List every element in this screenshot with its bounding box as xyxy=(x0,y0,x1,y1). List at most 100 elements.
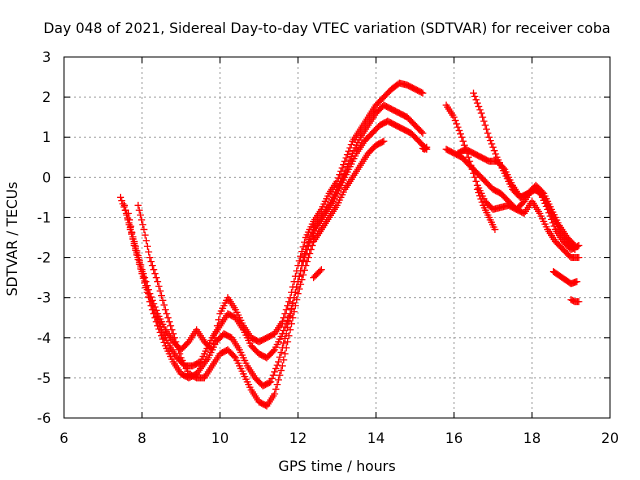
data-point xyxy=(284,316,292,324)
data-point xyxy=(159,335,167,343)
data-point xyxy=(293,296,301,304)
data-point xyxy=(174,346,182,354)
data-point xyxy=(450,113,458,121)
x-tick-label: 14 xyxy=(367,431,385,447)
data-point xyxy=(150,310,158,318)
data-point xyxy=(171,334,178,342)
data-point xyxy=(275,358,282,366)
data-point xyxy=(317,266,325,274)
data-point xyxy=(124,209,132,217)
data-point xyxy=(147,302,155,310)
y-tick-label: 2 xyxy=(42,90,51,106)
data-point xyxy=(278,318,286,326)
data-point xyxy=(451,117,459,125)
data-point xyxy=(143,288,151,296)
data-point xyxy=(418,88,425,96)
data-point xyxy=(169,330,177,338)
data-point xyxy=(488,140,496,148)
data-point xyxy=(271,368,279,376)
data-point xyxy=(298,276,306,284)
data-point xyxy=(141,279,149,287)
data-point xyxy=(132,246,139,254)
data-point xyxy=(297,252,305,260)
data-point xyxy=(163,310,171,318)
data-point xyxy=(167,322,175,330)
data-point xyxy=(291,302,299,310)
data-point xyxy=(271,390,279,398)
data-point xyxy=(343,151,351,159)
data-point xyxy=(133,251,141,259)
data-point xyxy=(276,353,284,361)
data-point xyxy=(304,254,312,262)
data-point xyxy=(151,314,159,322)
series-track-13 xyxy=(310,266,325,282)
data-point xyxy=(475,102,483,110)
data-point xyxy=(499,164,507,172)
data-point xyxy=(267,378,275,386)
data-point xyxy=(338,164,346,172)
data-point xyxy=(480,117,488,125)
data-point xyxy=(158,292,165,300)
series-track-1 xyxy=(117,79,427,354)
data-point xyxy=(139,221,147,229)
data-point xyxy=(473,99,481,107)
y-tick-label: -1 xyxy=(37,210,51,226)
data-point xyxy=(148,262,156,270)
data-point xyxy=(306,250,314,258)
data-point xyxy=(134,201,142,209)
y-tick-label: -3 xyxy=(37,291,51,307)
data-point xyxy=(156,287,164,295)
data-point xyxy=(140,225,148,233)
series-track-9 xyxy=(473,185,499,233)
data-point xyxy=(156,328,164,336)
data-point xyxy=(155,325,163,333)
data-point xyxy=(230,352,238,360)
data-point xyxy=(457,130,464,138)
data-point xyxy=(284,338,292,346)
data-point xyxy=(135,206,143,214)
data-point xyxy=(126,216,134,224)
data-point xyxy=(486,137,494,145)
series-track-7 xyxy=(442,145,583,262)
data-point xyxy=(303,258,311,266)
data-point xyxy=(280,314,288,322)
series-track-10 xyxy=(549,268,581,288)
data-point xyxy=(129,235,137,243)
data-point xyxy=(165,318,173,326)
data-point xyxy=(290,308,298,316)
data-point xyxy=(347,141,355,149)
data-point xyxy=(295,257,303,265)
data-point xyxy=(146,298,154,306)
x-tick-label: 20 xyxy=(601,431,619,447)
data-point xyxy=(148,306,156,314)
data-point xyxy=(336,171,344,179)
data-point xyxy=(130,242,138,250)
data-point xyxy=(475,189,483,197)
y-axis-label: SDTVAR / TECUs xyxy=(5,182,21,297)
data-point xyxy=(136,211,144,219)
data-point xyxy=(476,106,484,114)
data-point xyxy=(419,144,427,152)
data-point xyxy=(301,238,308,246)
data-point xyxy=(299,271,307,279)
data-point xyxy=(492,150,500,158)
data-point xyxy=(160,301,168,309)
data-point xyxy=(477,109,485,117)
data-point xyxy=(142,237,150,245)
data-point xyxy=(277,367,285,375)
data-point xyxy=(297,267,305,275)
data-point xyxy=(277,348,285,356)
data-point xyxy=(419,89,427,97)
grid-layer xyxy=(64,57,610,418)
data-point xyxy=(379,138,386,146)
data-point xyxy=(455,127,463,135)
data-point xyxy=(152,318,160,326)
data-point xyxy=(135,260,143,268)
data-point xyxy=(280,339,288,347)
data-point xyxy=(161,306,169,314)
data-layer xyxy=(117,79,583,410)
y-tick-label: 3 xyxy=(42,50,51,66)
y-tick-label: 0 xyxy=(42,170,51,186)
